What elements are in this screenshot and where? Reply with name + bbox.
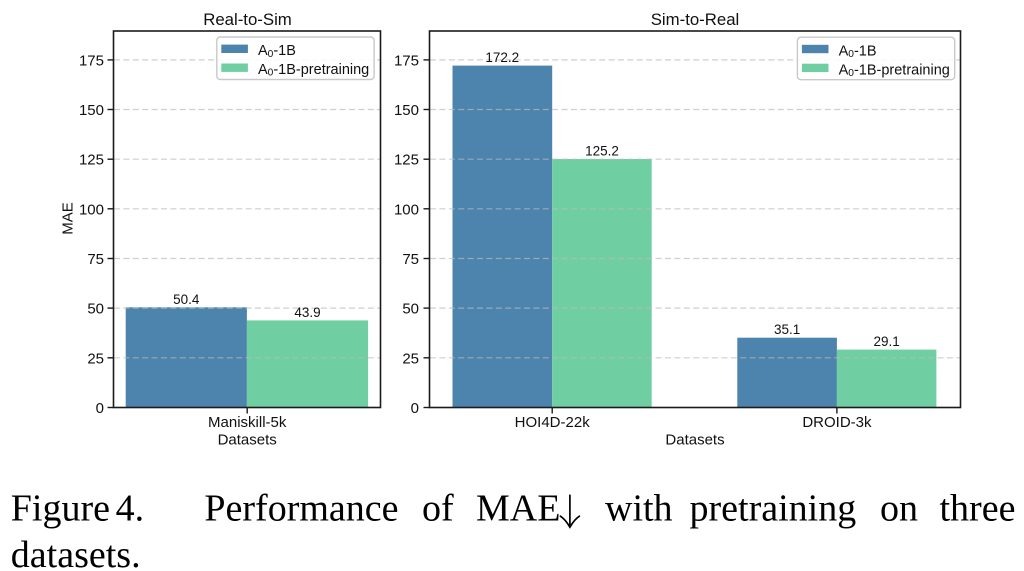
svg-text:172.2: 172.2 <box>485 50 519 65</box>
svg-text:datasets.: datasets. <box>11 534 141 571</box>
svg-text:Performance: Performance <box>204 488 398 530</box>
svg-text:of: of <box>422 488 454 530</box>
svg-text:4.: 4. <box>116 488 145 530</box>
svg-text:150: 150 <box>79 102 104 119</box>
svg-text:25: 25 <box>402 350 419 367</box>
svg-text:Sim-to-Real: Sim-to-Real <box>651 10 740 29</box>
svg-text:43.9: 43.9 <box>294 305 320 320</box>
svg-text:MAE: MAE <box>60 202 77 235</box>
svg-text:75: 75 <box>87 251 104 268</box>
svg-text:50: 50 <box>402 301 419 318</box>
svg-text:Real-to-Sim: Real-to-Sim <box>203 10 292 29</box>
svg-text:on: on <box>880 488 918 530</box>
svg-text:175: 175 <box>79 52 104 69</box>
svg-text:75: 75 <box>402 251 419 268</box>
svg-text:A0-1B: A0-1B <box>839 43 877 60</box>
svg-text:HOI4D-22k: HOI4D-22k <box>515 414 591 431</box>
svg-text:0: 0 <box>96 400 104 417</box>
svg-text:0: 0 <box>411 400 419 417</box>
svg-text:175: 175 <box>394 52 419 69</box>
svg-text:pretraining: pretraining <box>690 488 857 530</box>
svg-text:DROID-3k: DROID-3k <box>802 414 872 431</box>
svg-text:35.1: 35.1 <box>774 322 800 337</box>
svg-text:125: 125 <box>79 152 104 169</box>
svg-text:MAE: MAE <box>476 488 560 530</box>
svg-text:A0-1B-pretraining: A0-1B-pretraining <box>839 62 950 79</box>
svg-text:100: 100 <box>79 201 104 218</box>
svg-text:A0-1B: A0-1B <box>258 43 296 60</box>
svg-text:150: 150 <box>394 102 419 119</box>
svg-text:with: with <box>605 488 673 530</box>
svg-text:Datasets: Datasets <box>665 432 724 449</box>
svg-text:50: 50 <box>87 301 104 318</box>
svg-text:25: 25 <box>87 350 104 367</box>
svg-text:100: 100 <box>394 201 419 218</box>
svg-text:125: 125 <box>394 152 419 169</box>
svg-text:Figure: Figure <box>11 488 110 530</box>
svg-text:A0-1B-pretraining: A0-1B-pretraining <box>258 62 369 79</box>
svg-text:29.1: 29.1 <box>873 334 899 349</box>
svg-text:Datasets: Datasets <box>218 432 277 449</box>
svg-text:three: three <box>940 488 1016 530</box>
svg-text:50.4: 50.4 <box>173 292 200 307</box>
svg-text:Maniskill-5k: Maniskill-5k <box>208 414 287 431</box>
svg-text:125.2: 125.2 <box>585 143 619 158</box>
